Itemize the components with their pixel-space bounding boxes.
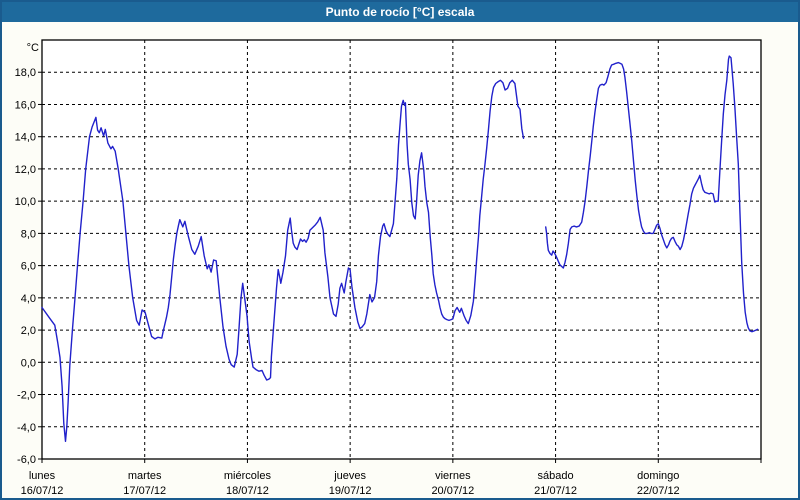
plot-frame (41, 39, 762, 460)
dew-point-line (545, 55, 759, 333)
x-day-label: viernes (435, 470, 471, 482)
x-date-label: 18/07/12 (226, 485, 269, 497)
dew-point-line (41, 79, 525, 442)
x-day-label: sábado (538, 470, 574, 482)
x-date-label: 20/07/12 (431, 485, 474, 497)
plot-background (42, 40, 761, 459)
y-tick-label: 6,0 (21, 261, 36, 273)
y-tick-label: -2,0 (17, 390, 36, 402)
y-tick-label: 4,0 (21, 293, 36, 305)
y-tick-label: 16,0 (15, 99, 36, 111)
y-tick-label: 18,0 (15, 67, 36, 79)
y-tick-label: 2,0 (21, 325, 36, 337)
y-tick-label: 8,0 (21, 228, 36, 240)
x-date-label: 19/07/12 (329, 485, 372, 497)
y-tick-label: -4,0 (17, 422, 36, 434)
x-day-label: miércoles (224, 470, 272, 482)
x-day-label: jueves (333, 470, 366, 482)
y-tick-label: 12,0 (15, 164, 36, 176)
y-tick-label: 0,0 (21, 357, 36, 369)
x-date-label: 21/07/12 (534, 485, 577, 497)
x-date-label: 16/07/12 (21, 485, 64, 497)
y-tick-label: 10,0 (15, 196, 36, 208)
y-axis-unit-label: °C (27, 42, 39, 54)
y-tick-label: 14,0 (15, 132, 36, 144)
x-day-label: martes (128, 470, 162, 482)
chart-title: Punto de rocío [°C] escala (325, 5, 475, 19)
x-date-label: 22/07/12 (637, 485, 680, 497)
x-date-label: 17/07/12 (123, 485, 166, 497)
title-bar: Punto de rocío [°C] escala (2, 2, 798, 22)
x-day-label: lunes (29, 470, 56, 482)
y-tick-label: -6,0 (17, 454, 36, 466)
x-day-label: domingo (637, 470, 679, 482)
